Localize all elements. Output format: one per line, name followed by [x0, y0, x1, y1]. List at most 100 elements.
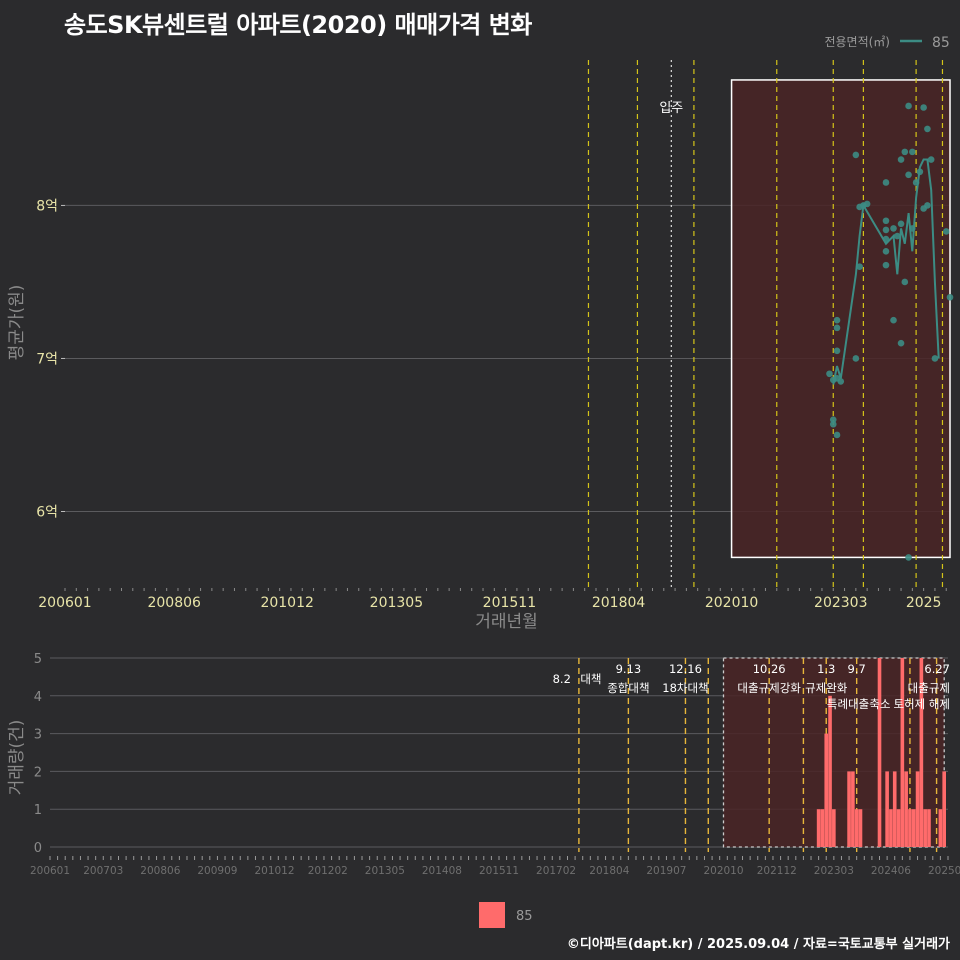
- volume-bar: [942, 771, 947, 847]
- price-point: [829, 420, 837, 428]
- price-x-tick-label: 202303: [814, 595, 867, 611]
- price-legend-label: 85: [932, 35, 950, 51]
- price-point: [927, 156, 935, 163]
- policy-label: 대책: [580, 672, 601, 686]
- policy-date-label: 9.7: [848, 662, 866, 676]
- price-point: [837, 378, 845, 385]
- price-y-tick-label: 8억: [36, 198, 58, 214]
- volume-bar: [889, 809, 893, 847]
- price-point: [852, 151, 860, 159]
- volume-x-tick-label: 202406: [871, 865, 911, 877]
- price-point: [882, 226, 890, 234]
- volume-x-tick-label: 201202: [308, 865, 348, 877]
- price-point: [856, 263, 863, 270]
- volume-bar: [900, 658, 905, 847]
- price-point: [833, 316, 841, 324]
- price-x-tick-label: 202010: [705, 595, 758, 611]
- price-point: [882, 217, 890, 225]
- volume-x-tick-label: 202010: [703, 865, 743, 877]
- volume-bar: [847, 771, 851, 847]
- price-point: [920, 104, 927, 111]
- volume-bar: [877, 658, 882, 847]
- price-x-tick-label: 201804: [592, 595, 646, 611]
- price-point: [863, 200, 871, 208]
- volume-x-tick-label: 201511: [479, 865, 519, 877]
- volume-x-tick-label: 201804: [589, 865, 629, 877]
- volume-legend-swatch: [479, 902, 505, 928]
- footer-credit: ©디아파트(dapt.kr) / 2025.09.04 / 자료=국토교통부 실…: [566, 937, 950, 952]
- volume-bar: [915, 771, 920, 847]
- volume-x-tick-label: 202112: [757, 865, 797, 877]
- policy-label: 18차대책: [662, 681, 708, 695]
- price-point: [909, 148, 916, 156]
- policy-date-label: 6.27: [924, 662, 950, 676]
- price-point: [897, 339, 905, 347]
- volume-bar: [832, 809, 836, 847]
- price-y-axis-label: 평균가(원): [7, 285, 27, 361]
- volume-bar: [896, 809, 901, 847]
- price-x-axis-label: 거래년월: [475, 612, 538, 632]
- price-point: [833, 347, 841, 355]
- volume-x-tick-label: 201702: [536, 865, 576, 877]
- price-point: [852, 355, 860, 362]
- volume-y-tick-label: 2: [34, 765, 42, 780]
- policy-date-label: 9.13: [616, 662, 642, 676]
- price-point: [942, 228, 950, 235]
- policy-label: 특례대출축소: [827, 697, 890, 711]
- volume-bar: [854, 809, 859, 847]
- price-point: [901, 148, 909, 156]
- price-point: [882, 235, 890, 243]
- volume-x-tick-label: 201305: [365, 865, 405, 877]
- price-x-tick-label: 200601: [38, 595, 91, 611]
- volume-y-tick-label: 5: [34, 652, 42, 667]
- volume-bar: [824, 733, 829, 847]
- price-point: [931, 355, 939, 362]
- price-point: [924, 202, 931, 209]
- policy-date-label: 8.2: [553, 672, 571, 686]
- policy-label: 토허제 해제: [893, 697, 950, 711]
- price-legend-title: 전용면적(㎡): [824, 35, 890, 49]
- volume-bar: [927, 809, 931, 847]
- volume-x-tick-label: 202509: [928, 865, 960, 877]
- price-point: [826, 370, 833, 378]
- movein-label: 입주: [659, 101, 683, 116]
- price-y-tick-label: 6억: [36, 504, 58, 520]
- price-x-tick-label: 201305: [370, 595, 423, 611]
- price-chart: 6억 7억 8억 입주 200601 200806 201012 201305 201511 20…: [7, 35, 954, 632]
- volume-chart: 0 1 2 3 4 5 8.2 대책 9.13 종합대책 12.16 18차대책 10.26 대출규제강화…: [7, 652, 960, 928]
- volume-bar: [820, 809, 825, 847]
- volume-y-tick-label: 1: [34, 803, 42, 818]
- price-point: [893, 232, 901, 240]
- price-point: [882, 248, 890, 255]
- price-point: [901, 278, 909, 286]
- price-point: [909, 225, 916, 232]
- volume-x-tick-label: 200601: [30, 865, 70, 877]
- price-point: [946, 293, 954, 301]
- volume-bar: [904, 771, 908, 847]
- price-y-tick-label: 7억: [36, 351, 58, 367]
- volume-bar: [828, 695, 832, 847]
- volume-bar: [938, 809, 943, 847]
- price-point: [833, 324, 841, 332]
- price-point: [829, 416, 837, 423]
- price-point: [905, 102, 912, 110]
- volume-bar: [919, 658, 924, 847]
- policy-label: 규제완화: [805, 681, 848, 695]
- volume-bar: [816, 809, 821, 847]
- policy-label: 종합대책: [607, 681, 649, 695]
- volume-bar: [892, 771, 897, 847]
- volume-bar: [911, 809, 916, 847]
- volume-x-tick-label: 201408: [422, 865, 462, 877]
- policy-label: 대출규제강화: [737, 681, 801, 695]
- price-point: [912, 179, 920, 186]
- price-point: [897, 220, 905, 228]
- policy-date-label: 1.3: [817, 662, 835, 676]
- price-point: [890, 316, 897, 324]
- volume-bar: [885, 771, 889, 847]
- price-point: [833, 431, 841, 439]
- price-x-tick-label: 201012: [260, 595, 313, 611]
- volume-x-tick-label: 201012: [254, 865, 294, 877]
- page-title: 송도SK뷰센트럴 아파트(2020) 매매가격 변화: [64, 11, 532, 39]
- volume-x-tick-label: 200909: [197, 865, 237, 877]
